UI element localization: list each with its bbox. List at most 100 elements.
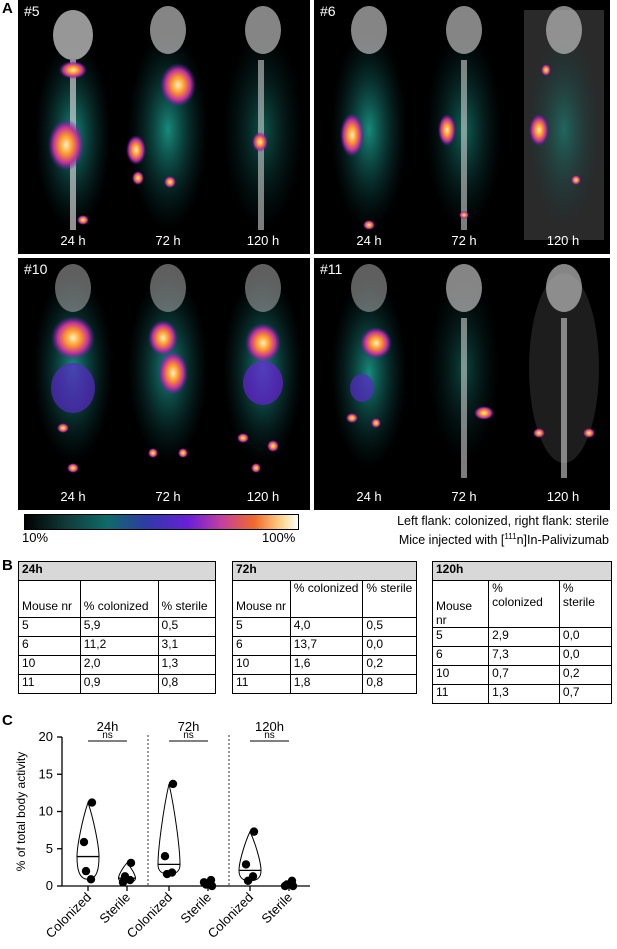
table-cell: 11 — [232, 674, 291, 694]
injection-legend: Mice injected with [111n]In-Palivizumab — [399, 532, 609, 547]
column-header: % colonized — [289, 580, 364, 618]
table-cell: 2,9 — [488, 627, 560, 647]
table-cell: 0,0 — [362, 636, 417, 656]
time-label: 24 h — [60, 233, 86, 248]
table-cell: 11 — [18, 674, 81, 694]
y-tick-label: 20 — [39, 729, 53, 744]
time-label: 72 h — [451, 489, 477, 504]
data-point — [287, 876, 297, 885]
data-point — [168, 779, 178, 789]
table-cell: 10 — [18, 655, 81, 675]
table-cell: 0,5 — [362, 617, 417, 637]
y-tick-label: 0 — [46, 878, 53, 893]
table-row: 11 1,3 0,7 — [431, 684, 613, 704]
panel-a-letter: A — [2, 0, 13, 17]
column-header: % sterile — [558, 580, 613, 628]
violin-shape — [157, 783, 181, 875]
data-point — [206, 875, 216, 885]
x-tick-label: Sterile — [177, 890, 214, 927]
table-cell: 1,6 — [289, 655, 364, 675]
table-cell: 1,3 — [488, 684, 560, 704]
spect-ct-image — [331, 264, 599, 478]
table-cell: 5,9 — [79, 617, 159, 637]
table-row: 11 0,9 0,8 — [18, 674, 217, 694]
table-72h: 72h Mouse nr % colonized % sterile 5 4,0 0… — [232, 561, 417, 694]
mouse-panel-5: #5 24 h 72 h 120 h — [18, 0, 310, 254]
group-label: 72h — [178, 720, 200, 734]
table-cell: 5 — [431, 627, 490, 647]
time-label: 24 h — [356, 489, 382, 504]
table-row: 5 2,9 0,0 — [431, 627, 613, 647]
time-label: 72 h — [451, 233, 477, 248]
table-cell: 2,0 — [79, 655, 159, 675]
y-tick-label: 15 — [39, 766, 53, 781]
significance-label: ns — [264, 730, 275, 741]
time-label: 120 h — [546, 233, 580, 248]
isotope-superscript: 111 — [504, 532, 517, 541]
x-tick-label: Sterile — [258, 890, 295, 927]
table-cell: 0,8 — [362, 674, 417, 694]
table-cell: 0,0 — [558, 646, 613, 666]
spect-ct-image — [35, 6, 303, 230]
group-label: 120h — [255, 720, 284, 734]
data-point — [86, 875, 96, 884]
injection-legend-pre: Mice injected with [ — [398, 533, 505, 548]
time-label: 72 h — [155, 233, 181, 248]
mouse-id-label: #11 — [320, 261, 343, 277]
table-cell: 6 — [232, 636, 291, 656]
table-title: 24h — [18, 561, 216, 581]
table-cell: 0,2 — [558, 665, 613, 685]
colorbar-max-label: 100% — [262, 530, 296, 545]
table-cell: 0,8 — [157, 674, 217, 694]
mouse-id-label: #5 — [24, 3, 40, 19]
y-tick-label: 5 — [46, 841, 53, 856]
data-point — [160, 852, 170, 861]
significance-label: ns — [183, 730, 194, 741]
data-point — [249, 827, 259, 836]
table-cell: 11,2 — [79, 636, 159, 656]
panel-b-letter: B — [2, 557, 13, 574]
column-header: % sterile — [362, 580, 417, 618]
table-cell: 0,7 — [558, 684, 613, 704]
table-cell: 3,1 — [157, 636, 217, 656]
table-cell: 1,3 — [157, 655, 217, 675]
column-header: Mouse nr — [431, 580, 490, 628]
data-point — [241, 860, 251, 869]
column-header: % colonized — [488, 580, 560, 628]
table-24h: 24h Mouse nr % colonized % sterile 5 5,9 0… — [18, 561, 217, 694]
table-cell: 0,9 — [79, 674, 159, 694]
mouse-id-label: #6 — [320, 3, 336, 19]
column-header: % sterile — [157, 580, 217, 618]
data-point — [126, 858, 136, 868]
column-header: % colonized — [79, 580, 159, 618]
table-row: 10 0,7 0,2 — [431, 665, 613, 685]
time-label: 72 h — [155, 489, 181, 504]
colorbar-min-label: 10% — [22, 530, 49, 545]
table-cell: 5 — [232, 617, 291, 637]
table-row: 6 7,3 0,0 — [431, 646, 613, 666]
mouse-panel-10: #10 24 h 72 h 120 h — [18, 258, 310, 510]
column-header: Mouse nr — [232, 580, 291, 618]
table-cell: 4,0 — [289, 617, 364, 637]
mouse-panel-6: #6 24 h 72 h 120 h — [314, 0, 610, 254]
column-header: Mouse nr — [18, 580, 81, 618]
significance-label: ns — [102, 730, 113, 741]
table-row: 6 11,2 3,1 — [18, 636, 217, 656]
violin-plot-chart: 0 5 10 15 20 % of total body activity Colonize… — [14, 720, 310, 941]
table-cell: 6 — [431, 646, 490, 666]
time-label: 120 h — [246, 489, 280, 504]
table-row: 11 1,8 0,8 — [232, 674, 417, 694]
table-cell: 1,8 — [289, 674, 364, 694]
time-label: 24 h — [60, 489, 86, 504]
table-cell: 13,7 — [289, 636, 364, 656]
time-label: 120 h — [246, 233, 280, 248]
intensity-colorbar — [24, 514, 299, 530]
table-row: 10 1,6 0,2 — [232, 655, 417, 675]
table-row: 5 5,9 0,5 — [18, 617, 217, 637]
data-point — [81, 866, 91, 876]
table-cell: 0,0 — [558, 627, 613, 647]
table-row: 10 2,0 1,3 — [18, 655, 217, 675]
table-cell: 6 — [18, 636, 81, 656]
table-title: 120h — [432, 561, 612, 581]
y-tick-label: 10 — [39, 804, 53, 819]
